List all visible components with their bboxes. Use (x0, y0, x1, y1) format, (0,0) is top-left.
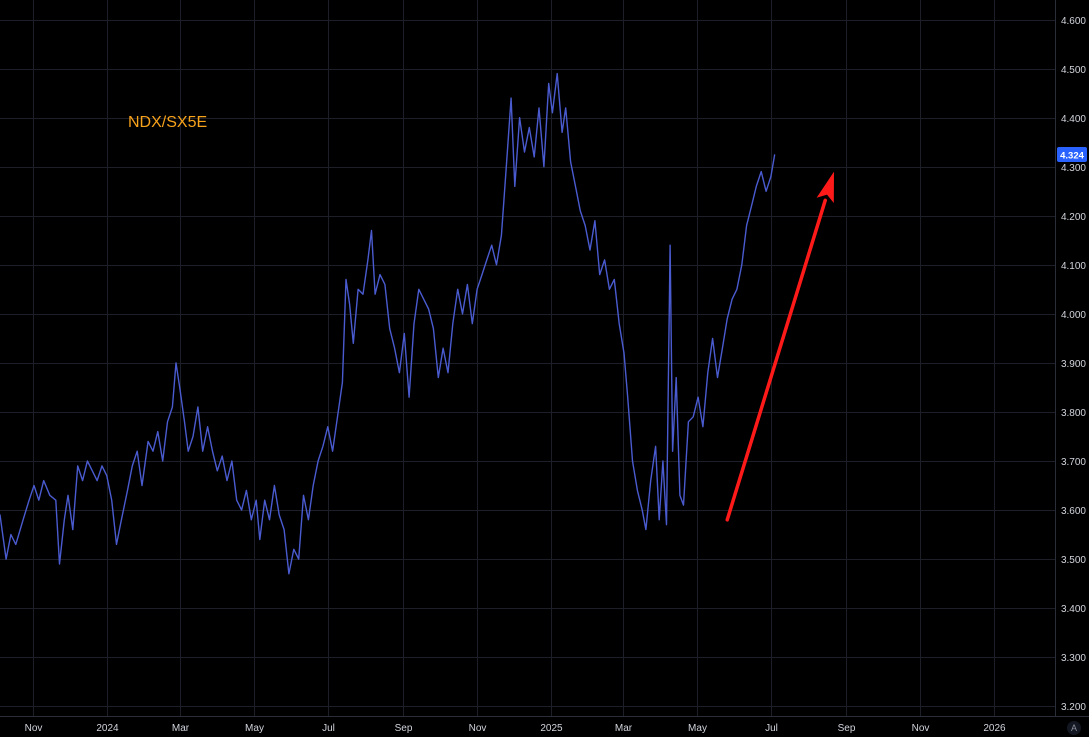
y-tick-label: 3.300 (1061, 653, 1086, 664)
y-tick-label: 4.200 (1061, 212, 1086, 223)
auto-scale-button-bg (1067, 721, 1081, 735)
x-tick-label: May (688, 723, 707, 734)
x-tick-label: 2026 (983, 723, 1006, 734)
y-tick-label: 3.200 (1061, 702, 1086, 713)
y-tick-label: 4.600 (1061, 16, 1086, 27)
auto-scale-label: A (1071, 723, 1077, 733)
x-tick-label: Sep (395, 723, 413, 734)
x-tick-label: Nov (469, 723, 487, 734)
last-value-badge: 4.324 (1057, 147, 1087, 162)
x-tick-label: 2024 (96, 723, 119, 734)
price-axis: 3.200 3.300 3.400 3.500 3.600 3.700 3.800 3.900… (1061, 16, 1086, 713)
last-value-label: 4.324 (1060, 151, 1084, 162)
y-tick-label: 3.900 (1061, 359, 1086, 370)
x-tick-label: Jul (765, 723, 778, 734)
series-layer (0, 72, 776, 575)
x-tick-label: Nov (25, 723, 43, 734)
trend-arrow-shaft (725, 198, 827, 522)
last-value-badge-bg (1057, 147, 1087, 162)
auto-scale-button[interactable]: A (1067, 721, 1081, 735)
y-tick-label: 4.500 (1061, 65, 1086, 76)
annotation-layer (725, 171, 834, 522)
x-tick-label: Jul (322, 723, 335, 734)
y-tick-label: 3.700 (1061, 457, 1086, 468)
y-tick-label: 4.400 (1061, 114, 1086, 125)
x-tick-label: Mar (615, 723, 633, 734)
x-tick-label: Sep (838, 723, 856, 734)
grid (0, 0, 1055, 716)
trend-arrow-head (816, 171, 834, 203)
y-tick-label: 3.400 (1061, 604, 1086, 615)
y-tick-label: 4.300 (1061, 163, 1086, 174)
x-tick-label: May (245, 723, 264, 734)
y-tick-label: 4.000 (1061, 310, 1086, 321)
y-tick-label: 4.100 (1061, 261, 1086, 272)
x-tick-label: 2025 (540, 723, 563, 734)
x-tick-label: Nov (912, 723, 930, 734)
y-tick-label: 3.600 (1061, 506, 1086, 517)
time-axis: Nov 2024 Mar May Jul Sep Nov 2025 Mar May Jul Sep No… (25, 723, 1006, 734)
chart-title: NDX/SX5E (128, 114, 207, 131)
series-line (0, 72, 776, 575)
x-tick-label: Mar (172, 723, 190, 734)
y-tick-label: 3.800 (1061, 408, 1086, 419)
y-tick-label: 3.500 (1061, 555, 1086, 566)
